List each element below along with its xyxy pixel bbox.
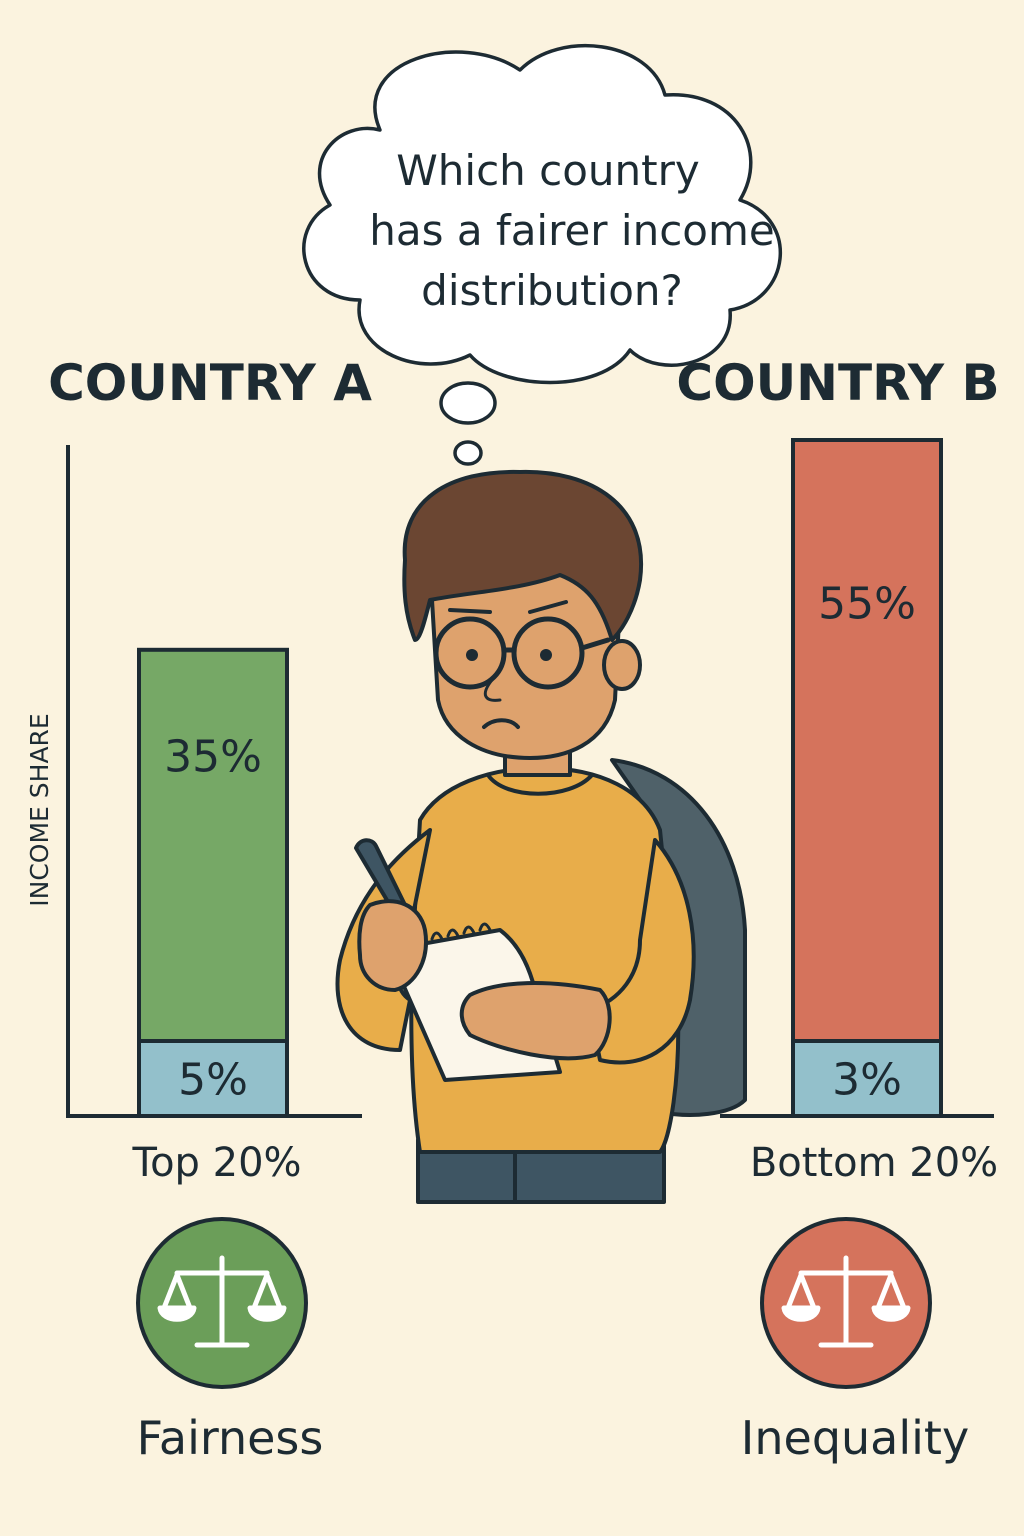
country-a-title: COUNTRY A [48, 354, 372, 412]
mouth [482, 718, 520, 729]
right-arm [588, 838, 696, 1065]
question-line-3: distribution? [421, 266, 683, 315]
glasses-icon [433, 616, 611, 690]
scales-icon [157, 1255, 287, 1348]
bar-a-top20 [137, 647, 289, 1043]
chart-a-bars: 35% 5% [137, 647, 289, 1118]
left-pupil [466, 649, 478, 661]
sweater-collar [486, 773, 594, 796]
chart-a-category-label: Top 20% [131, 1140, 301, 1186]
thought-cloud [302, 43, 783, 385]
bar-a-top20-label: 35% [164, 731, 262, 782]
bar-b-bottom20 [791, 1039, 943, 1118]
bar-b-top20-label: 55% [818, 578, 916, 629]
fairness-badge: Fairness [136, 1217, 324, 1465]
hair [402, 469, 644, 642]
chart-b-bars: 55% 3% [791, 438, 943, 1118]
bar-a-bottom20-label: 5% [178, 1055, 248, 1106]
eyebrows [448, 600, 568, 614]
ear [602, 639, 642, 691]
inequality-label: Inequality [741, 1411, 969, 1465]
holding-hand [459, 981, 612, 1061]
inequality-badge: Inequality [741, 1217, 969, 1465]
question-line-1: Which country [396, 146, 700, 195]
bar-b-top20 [791, 438, 943, 1043]
thought-bubble: Which country has a fairer income distri… [302, 43, 783, 466]
thought-dot-small [453, 440, 483, 466]
bar-b-bottom20-label: 3% [832, 1055, 902, 1106]
right-pupil [540, 649, 552, 661]
writing-hand [357, 899, 428, 992]
country-b-title: COUNTRY B [676, 354, 999, 412]
thought-dot-large [439, 381, 497, 425]
y-axis-label: INCOME SHARE [25, 713, 54, 906]
student-illustration [335, 469, 747, 1204]
pen-icon [354, 838, 407, 914]
chart-b-category-label: Bottom 20% [750, 1140, 998, 1186]
question-line-2: has a fairer income [369, 206, 775, 255]
fairness-label: Fairness [137, 1411, 324, 1465]
bar-a-bottom20 [137, 1039, 289, 1118]
nose [483, 678, 502, 702]
scales-icon [781, 1255, 911, 1348]
